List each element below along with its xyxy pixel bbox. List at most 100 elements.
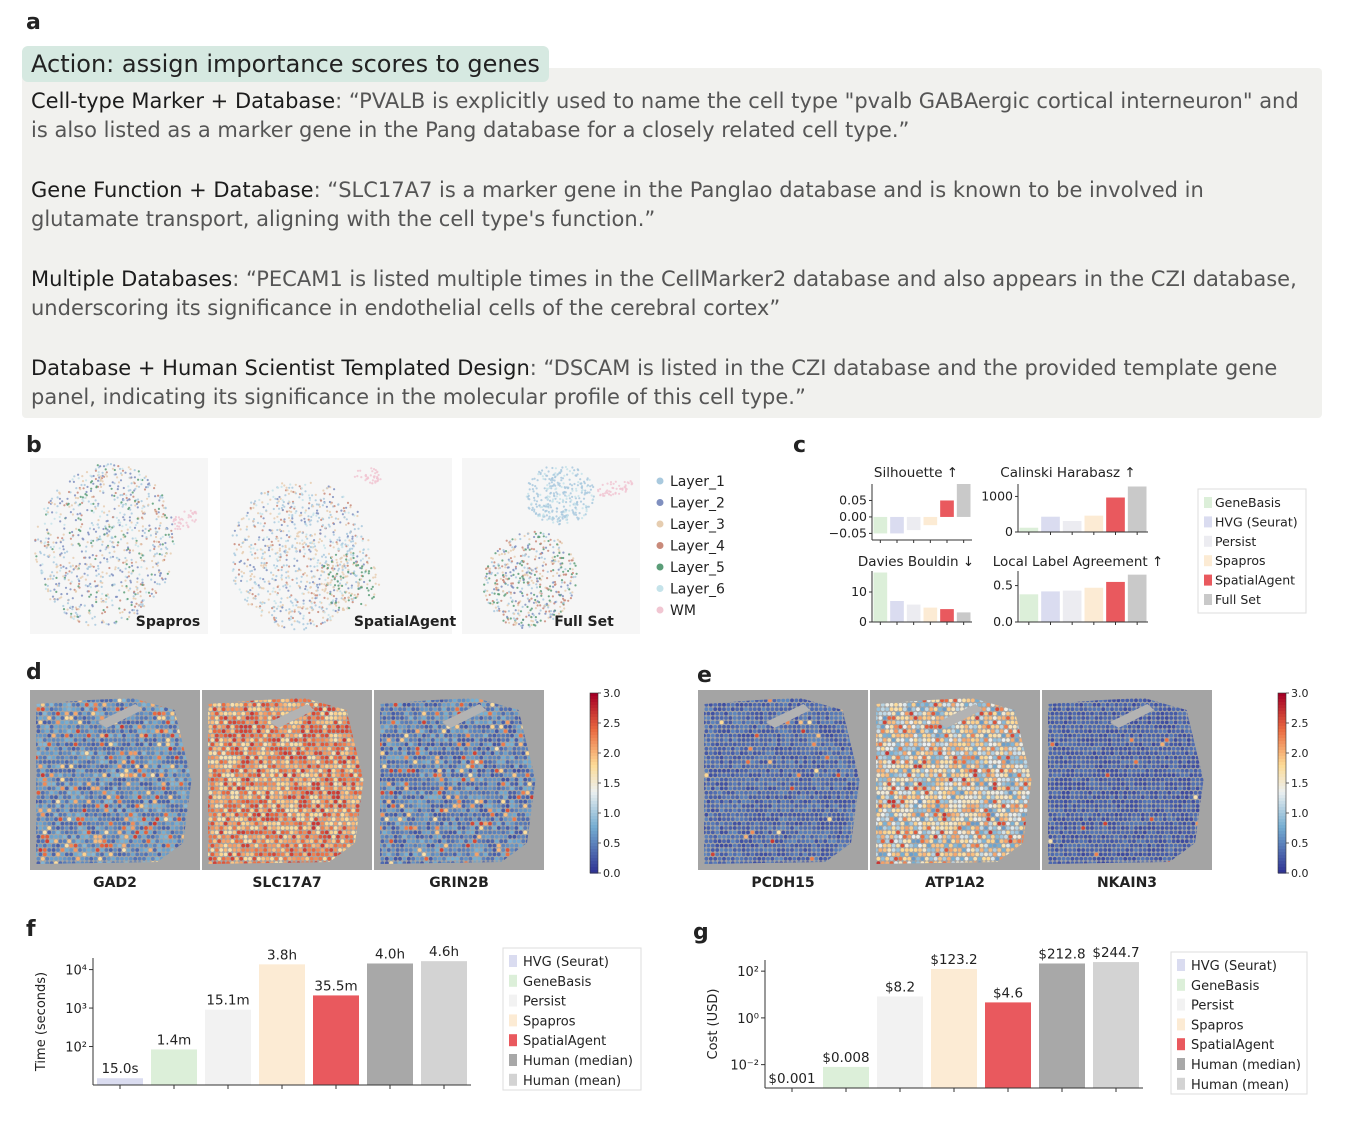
umap-point — [161, 559, 164, 562]
tissue-spot — [56, 711, 60, 716]
umap-point — [361, 557, 364, 560]
umap-point — [253, 557, 256, 560]
tissue-spot — [133, 839, 138, 844]
umap-point — [521, 592, 524, 595]
tissue-spot — [157, 782, 162, 786]
tissue-spot — [82, 716, 87, 720]
tissue-spot — [78, 848, 82, 852]
tissue-spot — [177, 773, 182, 778]
umap-point — [137, 545, 140, 548]
tissue-spot — [42, 782, 47, 786]
umap-point — [584, 504, 588, 507]
umap-point — [584, 513, 587, 516]
tissue-spot — [82, 799, 87, 804]
tissue-spot — [113, 808, 118, 813]
tissue-spot — [177, 751, 182, 756]
umap-point — [314, 553, 317, 556]
tissue-spot — [314, 724, 318, 729]
umap-point — [294, 511, 297, 515]
umap-point — [148, 484, 151, 487]
umap-point — [324, 535, 327, 538]
umap-point — [73, 615, 76, 618]
umap-point — [124, 556, 127, 560]
umap-point — [139, 543, 142, 546]
tissue-spot — [56, 777, 60, 782]
tissue-spot — [49, 729, 54, 734]
tissue-spot — [49, 702, 54, 707]
tissue-spot — [122, 852, 126, 857]
umap-point — [601, 483, 604, 486]
umap-point — [35, 555, 38, 558]
umap-point — [343, 598, 346, 601]
tissue-spot — [86, 738, 91, 742]
tissue-spot — [161, 742, 166, 747]
umap-point — [361, 565, 364, 568]
tissue-spot — [117, 843, 122, 848]
umap-point — [275, 607, 279, 610]
umap-point — [273, 618, 276, 621]
tissue-spot — [36, 799, 38, 804]
tissue-spot — [117, 698, 122, 703]
umap-point — [322, 544, 326, 547]
tissue-spot — [73, 843, 78, 848]
umap-point — [246, 511, 249, 514]
umap-point — [74, 519, 77, 522]
umap-point — [372, 576, 375, 579]
tissue-spot — [283, 729, 288, 734]
umap-point — [631, 482, 634, 485]
umap-point — [304, 511, 307, 514]
umap-point — [374, 472, 377, 475]
umap-point — [168, 570, 171, 573]
tissue-spot — [318, 724, 323, 729]
tissue-spot — [84, 751, 89, 756]
tissue-spot — [161, 830, 166, 835]
tissue-spot — [283, 707, 288, 712]
umap-point — [141, 581, 144, 584]
tissue-spot — [170, 843, 175, 848]
tissue-spot — [115, 768, 120, 773]
umap-point — [542, 477, 545, 480]
umap-point — [81, 575, 84, 578]
umap-point — [357, 584, 360, 587]
umap-point — [535, 512, 538, 515]
rationale-item: Gene Function + Database: “SLC17A7 is a … — [31, 176, 1316, 234]
umap-point — [127, 466, 130, 469]
umap-point — [249, 506, 252, 510]
umap-point — [554, 497, 557, 500]
umap-point — [490, 561, 493, 564]
tissue-spot — [69, 786, 74, 791]
umap-point — [571, 466, 574, 469]
umap-point — [81, 523, 84, 526]
umap-point — [267, 490, 270, 493]
legend-label: SpatialAgent — [1215, 573, 1295, 588]
tissue-spot — [155, 751, 160, 756]
umap-point — [133, 612, 136, 615]
umap-point — [556, 554, 559, 557]
umap-point — [301, 498, 304, 502]
umap-point — [544, 478, 547, 481]
tissue-spot — [250, 716, 254, 720]
umap-point — [79, 512, 82, 515]
tissue-spot — [51, 804, 56, 808]
umap-point — [157, 545, 160, 548]
tissue-spot — [49, 834, 54, 839]
tissue-spot — [93, 724, 98, 729]
tissue-spot — [174, 777, 179, 782]
tissue-spot — [40, 707, 45, 712]
umap-point — [314, 604, 317, 607]
tissue-spot — [208, 733, 210, 738]
tissue-spot — [137, 768, 142, 773]
tissue-spot — [45, 817, 50, 822]
umap-point — [498, 609, 501, 612]
umap-point — [240, 545, 243, 548]
tissue-spot — [144, 760, 148, 764]
umap-point — [516, 586, 519, 589]
umap-point — [108, 510, 111, 513]
umap-point — [333, 578, 336, 581]
umap-point — [106, 519, 109, 522]
umap-point — [328, 500, 331, 504]
tissue-spot — [168, 751, 173, 756]
umap-point — [83, 483, 86, 487]
metric-bar — [923, 516, 938, 526]
umap-point — [96, 464, 99, 467]
